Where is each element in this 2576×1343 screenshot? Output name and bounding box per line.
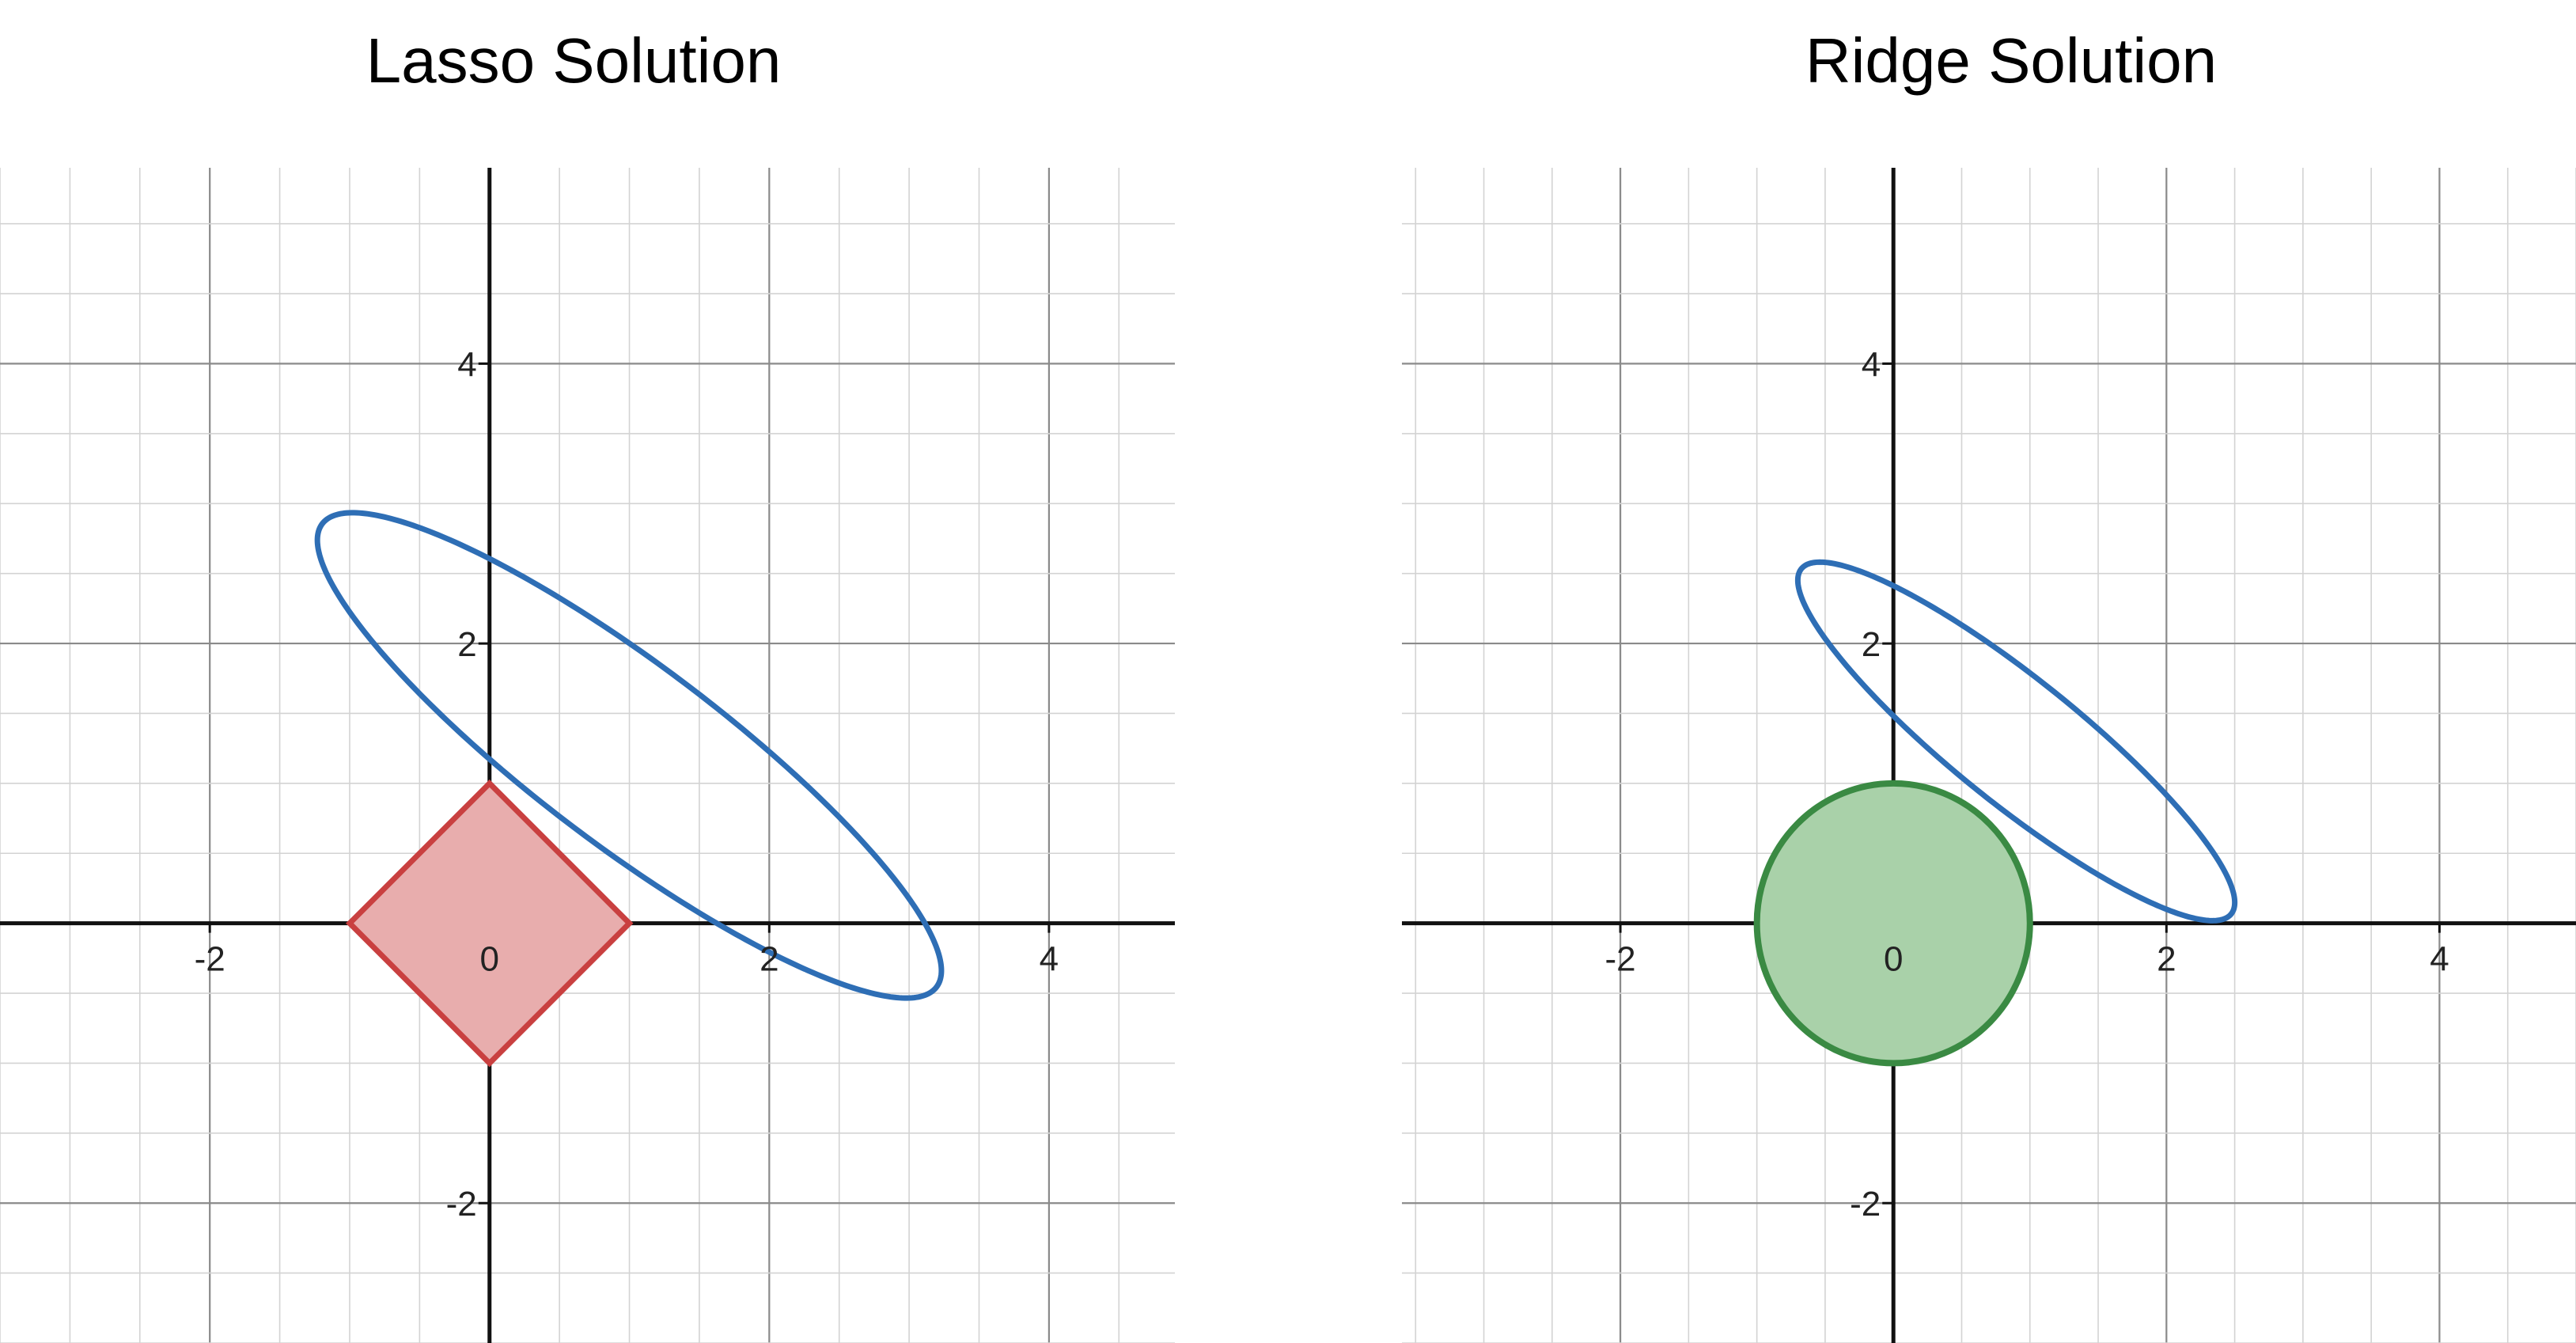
lasso-loss-contour-ellipse [314,510,945,1001]
ridge-circle-constraint [1753,780,2033,1067]
lasso-x-tick-label: 0 [480,940,499,979]
ridge-y-tick-label: -2 [1850,1185,1881,1223]
lasso-chart-title: Lasso Solution [366,25,782,96]
lasso-plot: -2 0 2 4 4 2 -2 [0,168,1175,1343]
ridge-x-tick-label: 0 [1884,940,1903,979]
lasso-x-tick-label: -2 [195,940,225,979]
ridge-x-tick-label: -2 [1605,940,1636,979]
lasso-y-tick-label: 2 [457,625,476,664]
lasso-y-tick-label: 4 [457,346,476,385]
lasso-panel: Lasso Solution -2 0 2 4 4 2 -2 [0,0,1187,1343]
ridge-x-tick-label: 4 [2430,940,2449,979]
lasso-diamond-constraint [346,779,634,1068]
ridge-y-tick-label: 2 [1862,625,1881,664]
ridge-loss-contour-ellipse [1794,559,2238,924]
lasso-y-tick-label: -2 [446,1185,477,1223]
ridge-plot: -2 0 2 4 4 2 -2 [1402,168,2576,1343]
lasso-x-tick-label: 4 [1040,940,1059,979]
ridge-y-tick-label: 4 [1862,346,1881,385]
ridge-x-tick-label: 2 [2157,940,2176,979]
ridge-panel: Ridge Solution -2 0 2 4 4 2 -2 [1402,0,2576,1343]
lasso-x-tick-label: 2 [760,940,778,979]
ridge-chart-title: Ridge Solution [1805,25,2218,96]
